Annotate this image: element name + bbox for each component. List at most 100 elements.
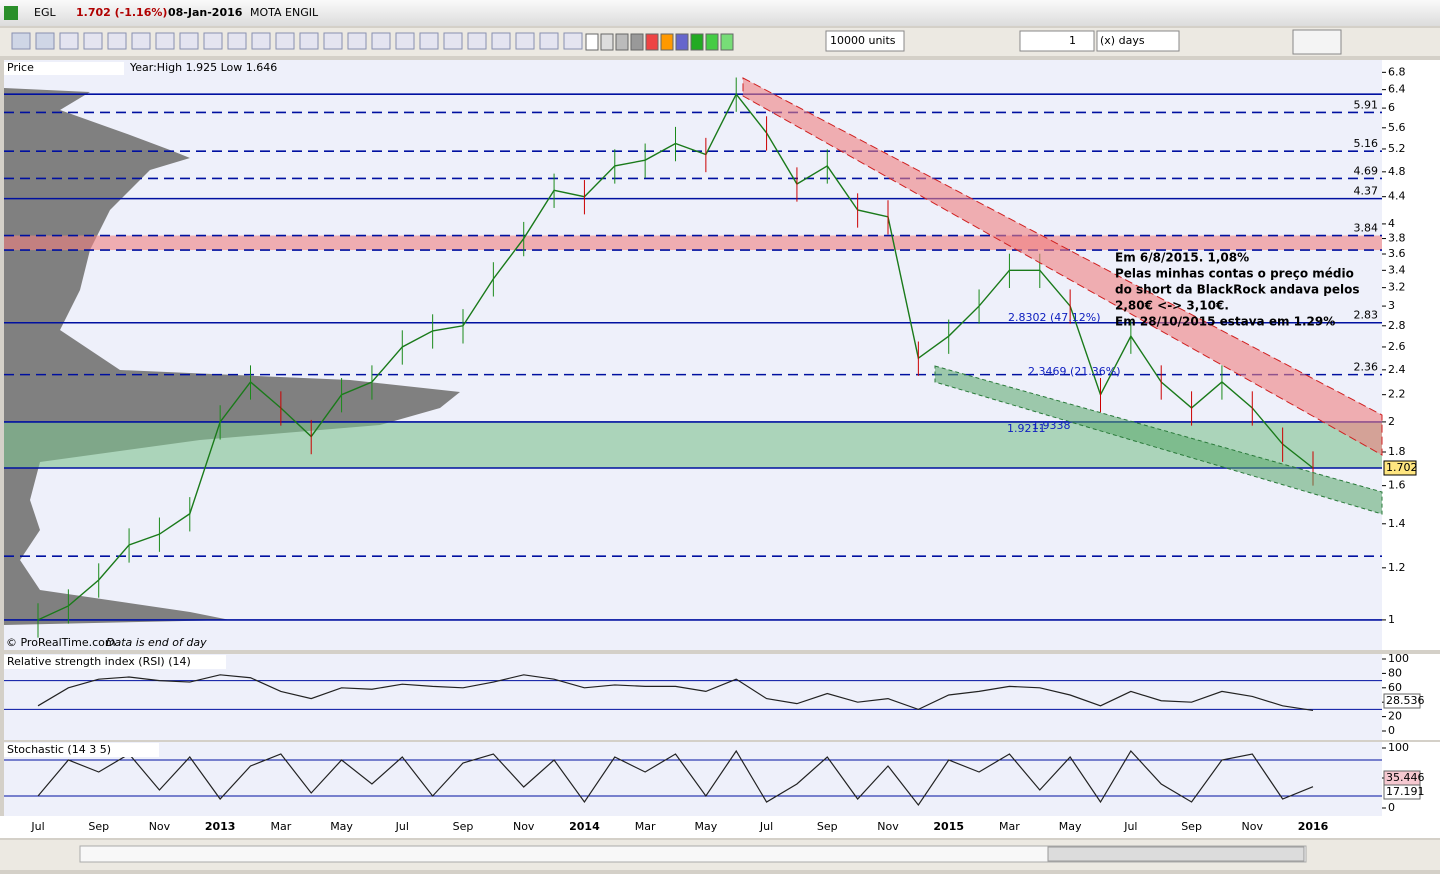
y-tick-label: 1.8 bbox=[1388, 445, 1406, 458]
tool-button[interactable] bbox=[347, 32, 367, 50]
chart-style-button[interactable] bbox=[1292, 29, 1342, 55]
units-select[interactable] bbox=[825, 30, 905, 52]
annotation: Em 6/8/2015. 1,08% bbox=[1115, 251, 1249, 265]
app-icon bbox=[4, 6, 18, 20]
y-tick-label: 3.8 bbox=[1388, 232, 1406, 245]
y-tick-label: 20 bbox=[1388, 710, 1402, 723]
osc-line bbox=[37, 674, 1314, 712]
tool-button[interactable] bbox=[107, 32, 127, 50]
x-tick-label: 2015 bbox=[933, 820, 964, 833]
level-label: 2.83 bbox=[1354, 309, 1379, 322]
tool-button[interactable] bbox=[203, 32, 223, 50]
color-swatch[interactable] bbox=[585, 33, 599, 51]
color-swatch[interactable] bbox=[675, 33, 689, 51]
level-label: 2.36 bbox=[1354, 361, 1379, 374]
x-tick-label: Sep bbox=[1181, 820, 1202, 833]
x-tick-label: May bbox=[694, 820, 717, 833]
annotation: Em 28/10/2015 estava em 1.29% bbox=[1115, 315, 1335, 329]
data-note: Data is end of day bbox=[106, 636, 207, 649]
x-tick-label: Nov bbox=[513, 820, 535, 833]
y-tick-label: 80 bbox=[1388, 666, 1402, 679]
y-tick-label: 4.4 bbox=[1388, 190, 1406, 203]
color-swatch[interactable] bbox=[660, 33, 674, 51]
x-tick-label: May bbox=[330, 820, 353, 833]
year-range: Year:High 1.925 Low 1.646 bbox=[129, 61, 277, 74]
period-select[interactable] bbox=[1096, 30, 1180, 52]
y-tick-label: 60 bbox=[1388, 681, 1402, 694]
x-tick-label: Sep bbox=[88, 820, 109, 833]
copyright: © ProRealTime.com bbox=[6, 636, 116, 649]
x-tick-label: Sep bbox=[453, 820, 474, 833]
panel-title: Relative strength index (RSI) (14) bbox=[7, 655, 191, 668]
tool-button[interactable] bbox=[11, 32, 31, 50]
x-tick-label: Nov bbox=[877, 820, 899, 833]
units: 10000 units bbox=[830, 34, 896, 47]
tool-button[interactable] bbox=[155, 32, 175, 50]
tool-button[interactable] bbox=[275, 32, 295, 50]
annotation: do short da BlackRock andava pelos bbox=[1115, 283, 1360, 297]
color-swatch[interactable] bbox=[690, 33, 704, 51]
time-axis bbox=[0, 816, 1440, 838]
scroll-thumb[interactable] bbox=[1047, 846, 1305, 862]
color-swatch[interactable] bbox=[630, 33, 644, 51]
y-tick-label: 3.6 bbox=[1388, 247, 1406, 260]
y-tick-label: 100 bbox=[1388, 741, 1409, 754]
tool-button[interactable] bbox=[59, 32, 79, 50]
y-tick-label: 2 bbox=[1388, 415, 1395, 428]
panel-title: Price bbox=[7, 61, 34, 74]
price-change: 1.702 (-1.16%) bbox=[76, 6, 167, 19]
tool-button[interactable] bbox=[35, 32, 55, 50]
tool-button[interactable] bbox=[395, 32, 415, 50]
value-box bbox=[1383, 693, 1421, 709]
tool-button[interactable] bbox=[515, 32, 535, 50]
price-zone bbox=[4, 235, 1382, 251]
color-swatch[interactable] bbox=[645, 33, 659, 51]
tool-button[interactable] bbox=[371, 32, 391, 50]
tool-button[interactable] bbox=[539, 32, 559, 50]
tool-button[interactable] bbox=[323, 32, 343, 50]
x-tick-label: Nov bbox=[149, 820, 171, 833]
value-label: 17.191 bbox=[1386, 785, 1425, 798]
y-tick-label: 6.8 bbox=[1388, 65, 1406, 78]
tool-button[interactable] bbox=[491, 32, 511, 50]
tool-button[interactable] bbox=[83, 32, 103, 50]
annotation: 2,80€ <-> 3,10€. bbox=[1115, 299, 1229, 313]
tool-button[interactable] bbox=[131, 32, 151, 50]
tool-button[interactable] bbox=[443, 32, 463, 50]
color-swatch[interactable] bbox=[615, 33, 629, 51]
y-tick-label: 100 bbox=[1388, 652, 1409, 665]
period: (x) days bbox=[1100, 34, 1145, 47]
color-swatch[interactable] bbox=[705, 33, 719, 51]
tool-button[interactable] bbox=[299, 32, 319, 50]
title-bar bbox=[0, 0, 1440, 26]
price-panel bbox=[4, 60, 1382, 650]
count: 1 bbox=[1069, 34, 1076, 47]
y-tick-label: 3 bbox=[1388, 299, 1395, 312]
tool-button[interactable] bbox=[467, 32, 487, 50]
y-tick-label: 5.6 bbox=[1388, 121, 1406, 134]
volume-profile bbox=[4, 88, 460, 625]
support-channel bbox=[934, 365, 1383, 515]
scroll-track[interactable] bbox=[79, 845, 1307, 863]
tool-button[interactable] bbox=[419, 32, 439, 50]
x-tick-label: May bbox=[1059, 820, 1082, 833]
tool-button[interactable] bbox=[227, 32, 247, 50]
level-label: 5.91 bbox=[1354, 98, 1379, 111]
y-tick-label: 6.4 bbox=[1388, 83, 1406, 96]
color-swatch[interactable] bbox=[720, 33, 734, 51]
y-tick-label: 1.2 bbox=[1388, 561, 1406, 574]
tool-button[interactable] bbox=[251, 32, 271, 50]
instrument-name: MOTA ENGIL bbox=[250, 6, 319, 19]
symbol[interactable]: EGL bbox=[34, 6, 56, 19]
y-tick-label: 0 bbox=[1388, 724, 1395, 737]
tool-button[interactable] bbox=[563, 32, 583, 50]
x-tick-label: Jul bbox=[759, 820, 773, 833]
color-swatch[interactable] bbox=[600, 33, 614, 51]
tool-button[interactable] bbox=[179, 32, 199, 50]
y-tick-label: 1.6 bbox=[1388, 479, 1406, 492]
osc-line bbox=[37, 749, 1314, 807]
x-tick-label: 2014 bbox=[569, 820, 600, 833]
last-price-box bbox=[1383, 460, 1417, 476]
count-input[interactable] bbox=[1019, 30, 1095, 52]
